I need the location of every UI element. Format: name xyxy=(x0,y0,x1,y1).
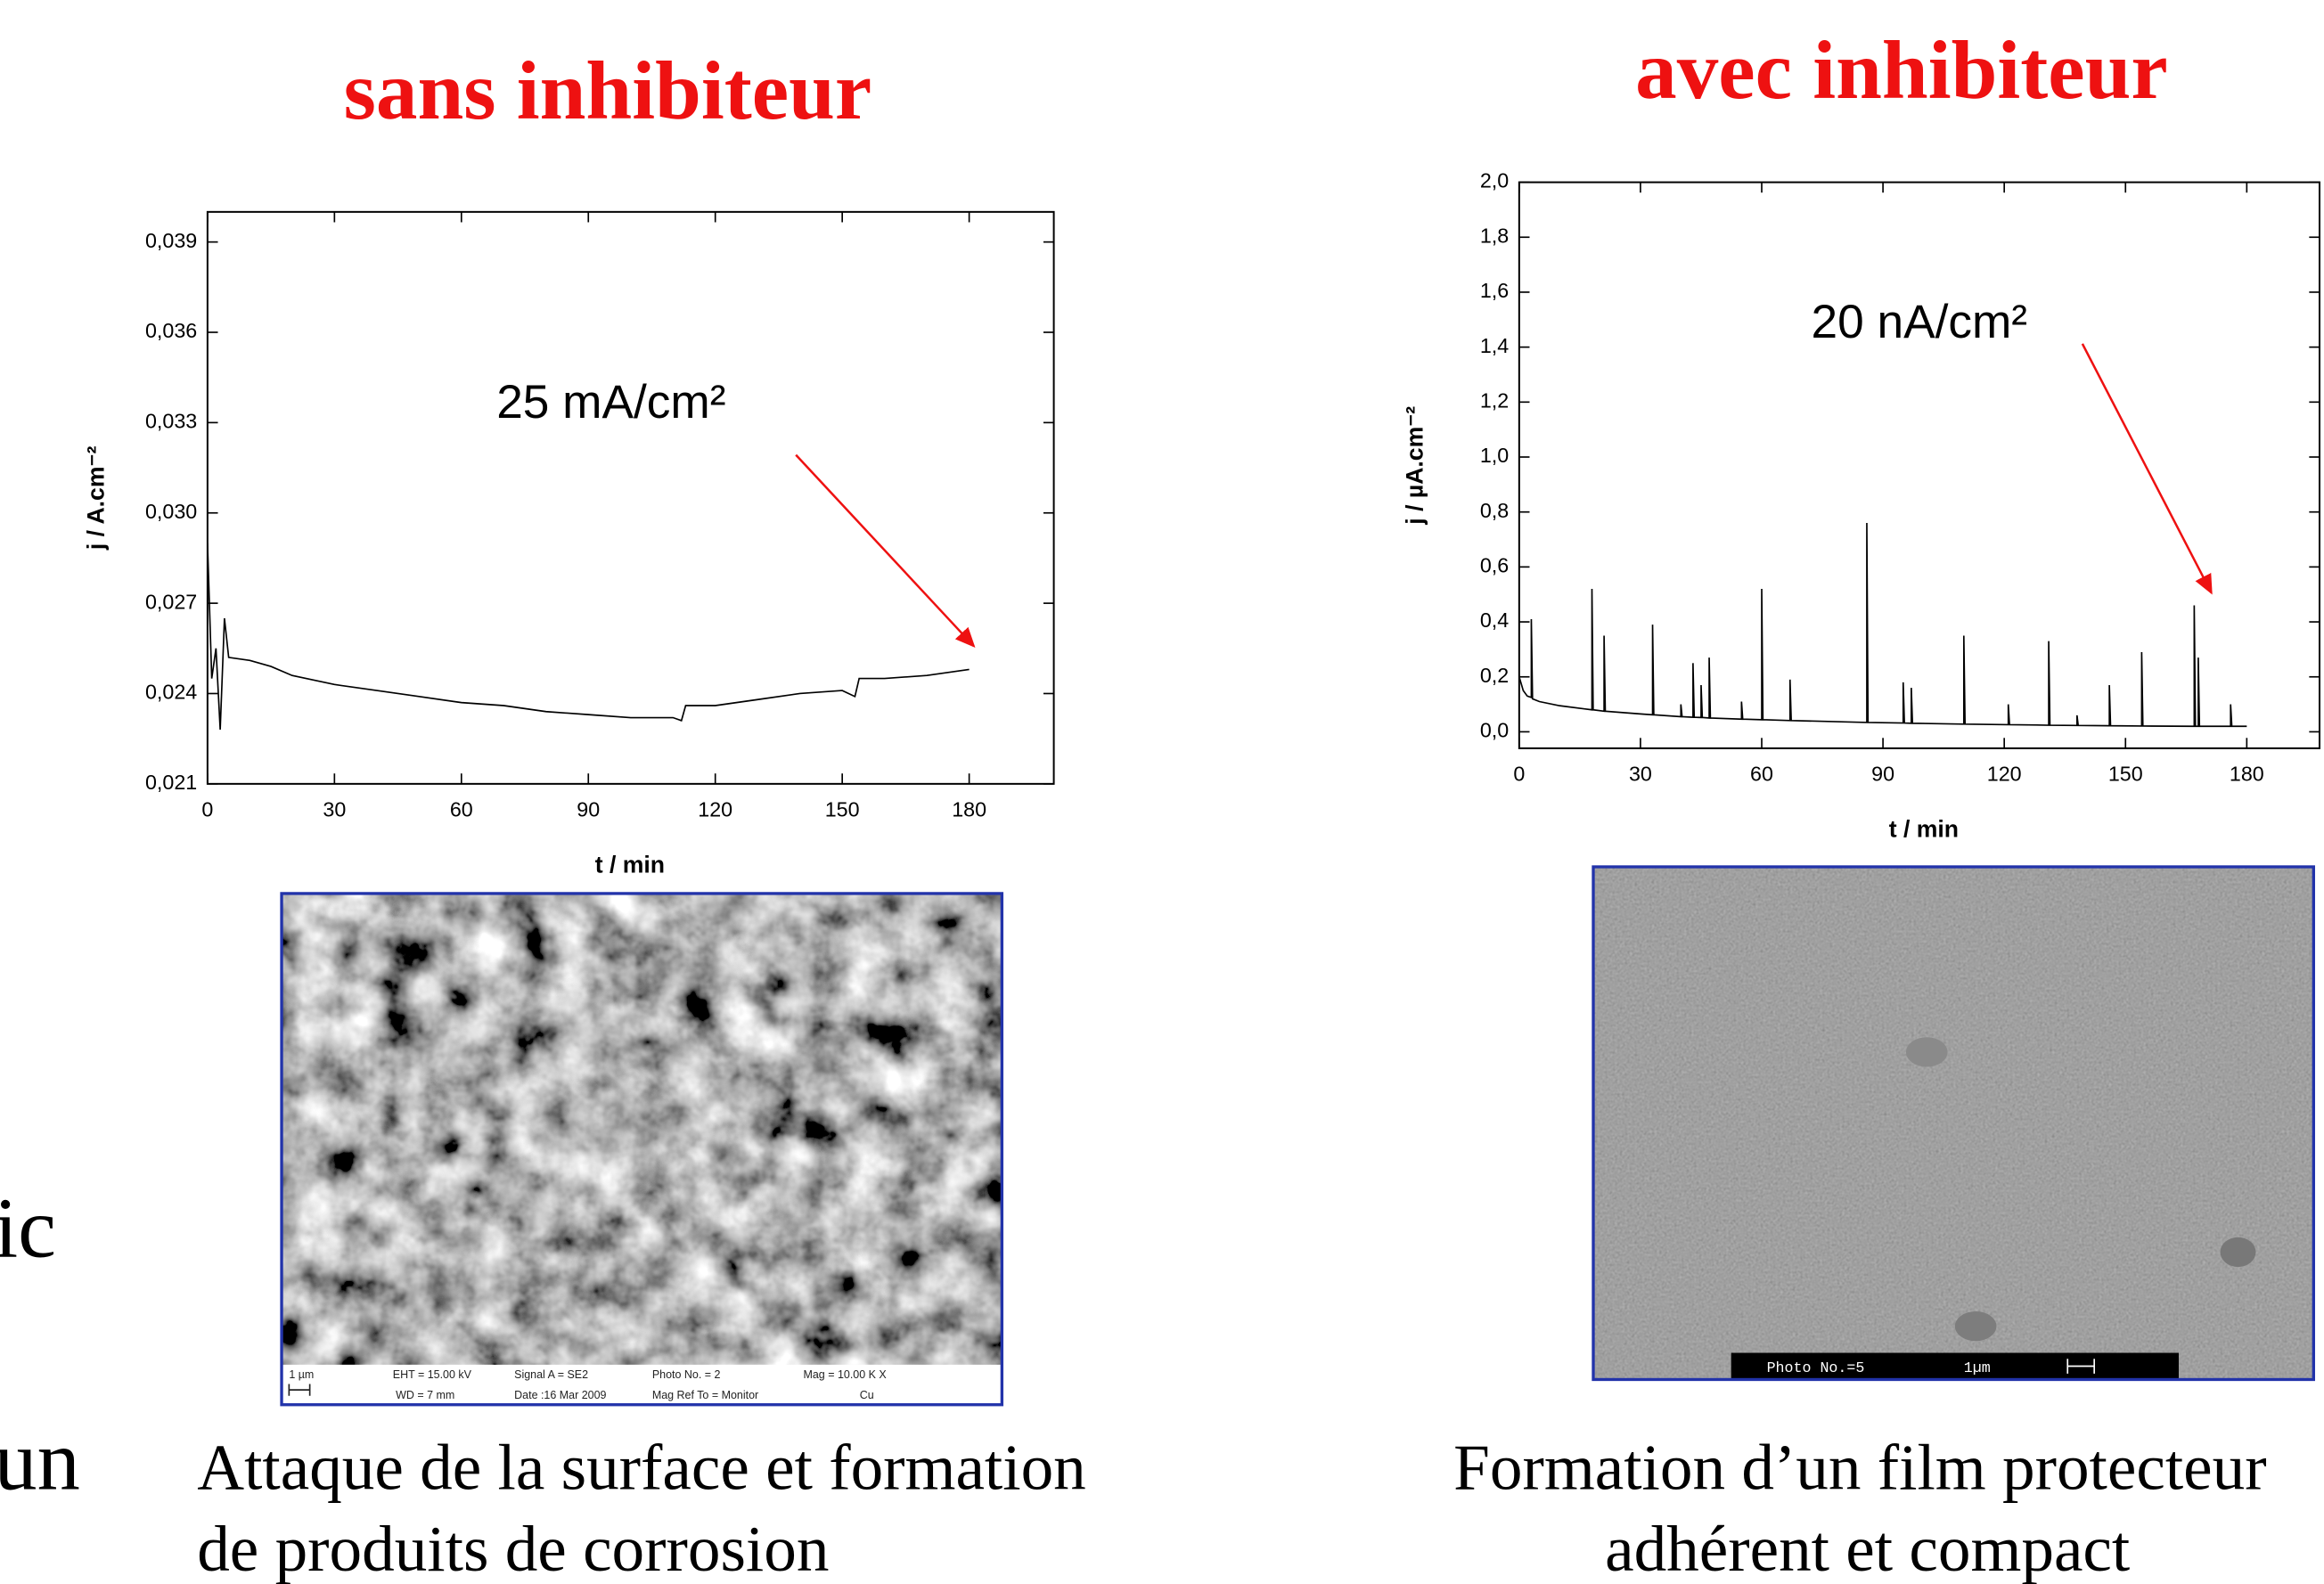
y-tick-label: 0,036 xyxy=(145,319,197,342)
sem-image xyxy=(1593,867,2313,1379)
info-text: EHT = 15.00 kV xyxy=(393,1368,472,1381)
caption: de produits de corrosion xyxy=(197,1513,829,1584)
y-axis-label: j / µA.cm⁻² xyxy=(1402,406,1428,526)
x-tick-label: 120 xyxy=(1987,763,2022,786)
x-tick-label: 150 xyxy=(2108,763,2143,786)
y-tick-label: 0,6 xyxy=(1480,554,1509,577)
annotation-arrow xyxy=(2083,344,2212,592)
x-tick-label: 30 xyxy=(323,797,346,821)
y-tick-label: 0,4 xyxy=(1480,608,1509,632)
slide: ic un 1 µm EHT = 15.00 kV Signal A = SE2… xyxy=(0,0,2324,1584)
y-tick-label: 0,024 xyxy=(145,681,197,704)
y-tick-label: 1,8 xyxy=(1480,224,1509,247)
data-line xyxy=(1519,523,2246,726)
info-text: Signal A = SE2 xyxy=(514,1368,588,1381)
y-tick-label: 0,039 xyxy=(145,229,197,252)
plot-frame xyxy=(208,212,1054,784)
x-tick-label: 0 xyxy=(1513,763,1525,786)
x-tick-label: 180 xyxy=(2230,763,2264,786)
info-text: WD = 7 mm xyxy=(396,1389,454,1401)
x-tick-label: 180 xyxy=(952,797,986,821)
x-tick-label: 60 xyxy=(1750,763,1773,786)
x-axis-label: t / min xyxy=(1889,816,1959,843)
y-tick-label: 0,2 xyxy=(1480,664,1509,687)
caption: Formation d’un film protecteur xyxy=(1453,1432,2266,1504)
annotation-arrow xyxy=(796,455,974,647)
y-tick-label: 1,0 xyxy=(1480,444,1509,467)
caption: Attaque de la surface et formation xyxy=(197,1432,1086,1504)
y-tick-label: 0,8 xyxy=(1480,499,1509,522)
y-tick-label: 0,0 xyxy=(1480,719,1509,742)
y-tick-label: 1,4 xyxy=(1480,334,1509,357)
x-tick-label: 150 xyxy=(825,797,860,821)
info-text: Mag = 10.00 K X xyxy=(803,1368,887,1381)
y-tick-label: 0,021 xyxy=(145,771,197,794)
x-tick-label: 60 xyxy=(450,797,473,821)
y-tick-label: 1,2 xyxy=(1480,388,1509,412)
x-axis-label: t / min xyxy=(595,852,665,878)
annotation: 20 nA/cm² xyxy=(1811,296,2027,348)
sem-image xyxy=(282,894,1002,1405)
info-text: Cu xyxy=(860,1389,874,1401)
x-tick-label: 30 xyxy=(1629,763,1652,786)
annotation: 25 mA/cm² xyxy=(496,376,725,429)
info-text: Photo No.=5 xyxy=(1767,1359,1865,1376)
y-tick-label: 0,027 xyxy=(145,590,197,613)
chart-title: avec inhibiteur xyxy=(1635,25,2168,117)
cut-text: ic xyxy=(0,1180,56,1275)
info-text: Mag Ref To = Monitor xyxy=(652,1389,758,1401)
y-axis-label: j / A.cm⁻² xyxy=(82,445,109,551)
y-tick-label: 1,6 xyxy=(1480,279,1509,302)
x-tick-label: 90 xyxy=(577,797,600,821)
x-tick-label: 120 xyxy=(698,797,732,821)
info-text: 1µm xyxy=(1964,1359,1991,1376)
caption: adhérent et compact xyxy=(1605,1513,2130,1584)
x-tick-label: 90 xyxy=(1871,763,1894,786)
y-tick-label: 0,030 xyxy=(145,500,197,523)
y-tick-label: 0,033 xyxy=(145,410,197,433)
chart-title: sans inhibiteur xyxy=(344,45,872,137)
plot-frame xyxy=(1519,183,2320,748)
info-text: Photo No. = 2 xyxy=(652,1368,721,1381)
x-tick-label: 0 xyxy=(201,797,213,821)
cut-text: un xyxy=(0,1413,80,1508)
data-line xyxy=(208,543,970,731)
y-tick-label: 2,0 xyxy=(1480,169,1509,192)
info-text: 1 µm xyxy=(289,1368,314,1381)
info-text: Date :16 Mar 2009 xyxy=(514,1389,606,1401)
